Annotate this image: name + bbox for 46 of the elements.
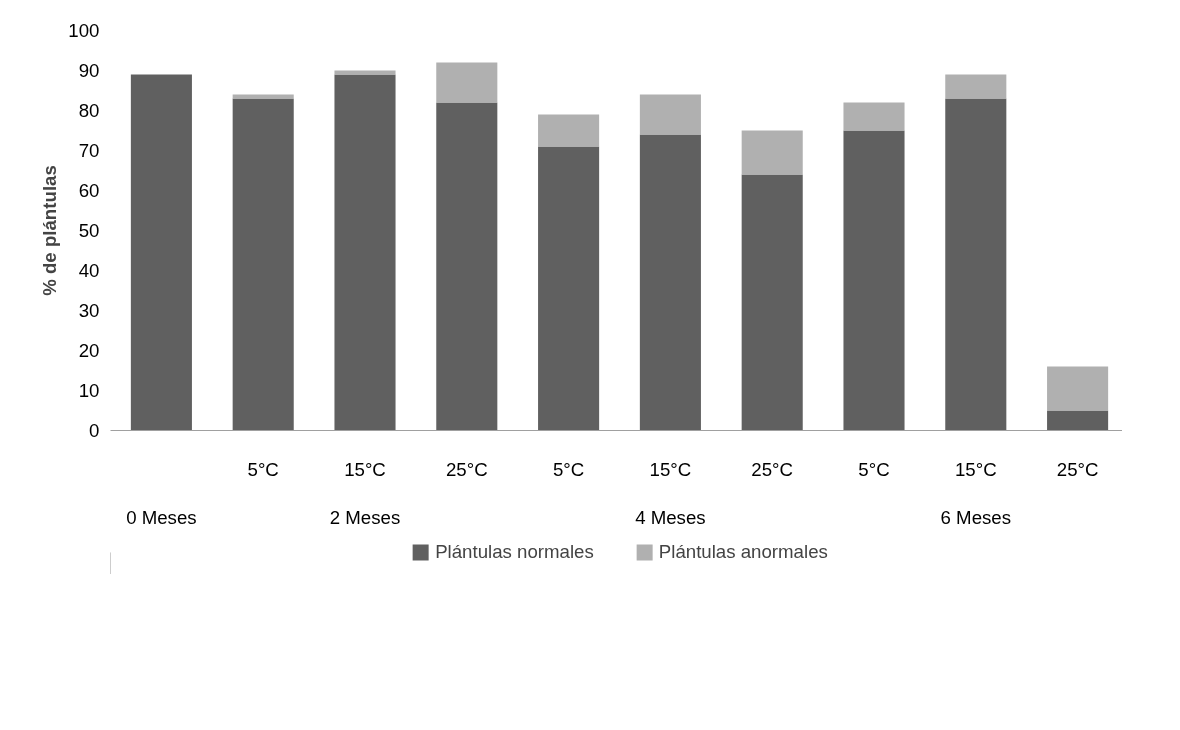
x-tick-label: 5°C <box>552 458 585 480</box>
bar <box>1047 366 1109 411</box>
x-tick-label: 15°C <box>954 458 997 480</box>
bar <box>639 134 701 431</box>
y-tick-label: 90 <box>78 60 100 81</box>
bar <box>843 130 905 431</box>
y-tick-label: 20 <box>78 340 100 361</box>
y-tick-label: 10 <box>78 380 100 401</box>
text: 0 Meses <box>126 506 197 528</box>
y-tick-label: 60 <box>78 180 100 201</box>
bar <box>1047 410 1109 431</box>
bar <box>843 102 905 131</box>
bar <box>232 98 294 431</box>
bar <box>436 102 498 431</box>
y-tick-label: 80 <box>78 100 100 121</box>
bar <box>741 174 803 431</box>
bar <box>334 70 396 75</box>
bar <box>639 94 701 135</box>
bar <box>130 74 192 431</box>
y-tick-label: 40 <box>78 260 100 281</box>
bar <box>945 74 1007 99</box>
x-tick-label: 15°C <box>344 458 386 480</box>
bar <box>436 62 498 103</box>
y-tick-label: 100 <box>68 20 100 41</box>
y-axis-title: % de plántulas <box>39 165 61 296</box>
x-tick-label: 25°C <box>751 458 794 480</box>
y-tick-label: 70 <box>78 140 100 161</box>
text: 4 Meses <box>635 506 706 528</box>
y-tick-label: 0 <box>89 420 100 441</box>
bar <box>741 130 803 175</box>
x-tick-label: 15°C <box>649 458 692 480</box>
bar <box>334 74 396 431</box>
text: 6 Meses <box>940 506 1012 528</box>
legend-label: Plántulas normales <box>435 541 594 563</box>
text: 2 Meses <box>329 506 401 528</box>
y-tick-label: 50 <box>78 220 100 241</box>
bar <box>945 98 1007 431</box>
x-tick-label: 5°C <box>858 458 890 480</box>
bar <box>232 94 294 99</box>
bar <box>538 114 600 147</box>
x-tick-label: 25°C <box>445 458 488 480</box>
x-tick-label: 25°C <box>1056 458 1099 480</box>
x-tick-label: 5°C <box>247 458 279 480</box>
y-tick-label: 30 <box>78 300 100 321</box>
legend-label: Plántulas anormales <box>658 541 828 563</box>
bar <box>538 146 600 431</box>
